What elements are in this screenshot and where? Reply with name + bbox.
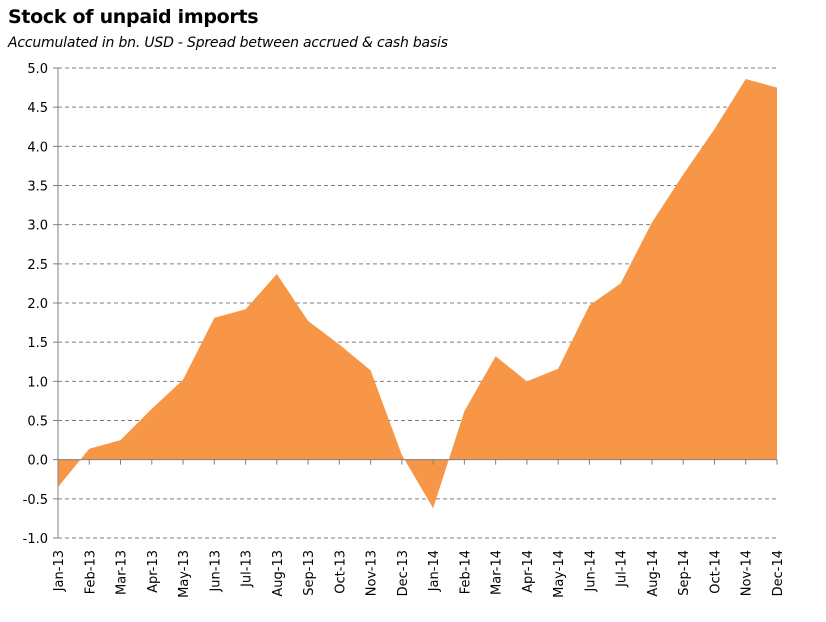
chart-title: Stock of unpaid imports	[8, 6, 259, 28]
x-tick-label: Aug-14	[646, 550, 661, 597]
x-tick-label: Dec-13	[396, 550, 411, 596]
x-tick-label: May-14	[552, 550, 567, 598]
x-tick-label: Mar-14	[490, 550, 505, 595]
x-tick-label: Oct-14	[708, 550, 723, 594]
x-tick-label: Nov-13	[365, 550, 380, 596]
x-tick-label: Feb-13	[83, 550, 98, 594]
y-tick-label: 5.0	[27, 62, 48, 77]
x-tick-label: Apr-14	[521, 550, 536, 593]
series-area	[58, 78, 777, 509]
x-tick-label: Feb-14	[458, 550, 473, 594]
y-tick-label: 2.5	[27, 258, 48, 273]
x-tick-label: Nov-14	[740, 550, 755, 596]
y-tick-label: 2.0	[27, 297, 48, 312]
x-tick-label: Dec-14	[771, 550, 786, 596]
x-tick-label: Jan-13	[52, 550, 67, 592]
x-tick-label: Jun-13	[208, 550, 223, 593]
y-axis-ticks: 5.0 4.5 4.0 3.5 3.0 2.5 2.0 1.5 1.0 0.5 0.0 -0.5 -1.…	[23, 62, 58, 547]
x-tick-label: Jun-14	[583, 550, 598, 593]
x-tick-label: Apr-13	[146, 550, 161, 593]
x-tick-label: May-13	[177, 550, 192, 598]
y-tick-label: -0.5	[23, 493, 48, 508]
y-tick-label: 4.0	[27, 140, 48, 155]
chart-subtitle: Accumulated in bn. USD - Spread between …	[8, 35, 448, 51]
y-tick-label: 0.5	[27, 415, 48, 430]
x-tick-label: Sep-14	[677, 550, 692, 596]
y-tick-label: 1.0	[27, 375, 48, 390]
x-tick-label: Oct-13	[333, 550, 348, 594]
y-tick-label: 4.5	[27, 101, 48, 116]
y-tick-label: 3.0	[27, 219, 48, 234]
gridlines	[58, 67, 777, 539]
x-tick-label: Sep-13	[302, 550, 317, 596]
y-tick-label: 0.0	[27, 454, 48, 469]
y-tick-label: -1.0	[23, 532, 48, 547]
x-tick-label: Jul-13	[240, 550, 255, 588]
data-area	[58, 78, 777, 509]
x-tick-label: Jul-14	[615, 550, 630, 588]
y-tick-label: 3.5	[27, 180, 48, 195]
x-tick-label: Aug-13	[271, 550, 286, 597]
x-tick-label: Jan-14	[427, 550, 442, 592]
x-axis-ticks: Jan-13 Feb-13 Mar-13 Apr-13 May-13 Jun-13 Jul-…	[52, 459, 786, 598]
x-tick-label: Mar-13	[115, 550, 130, 595]
y-tick-label: 1.5	[27, 336, 48, 351]
